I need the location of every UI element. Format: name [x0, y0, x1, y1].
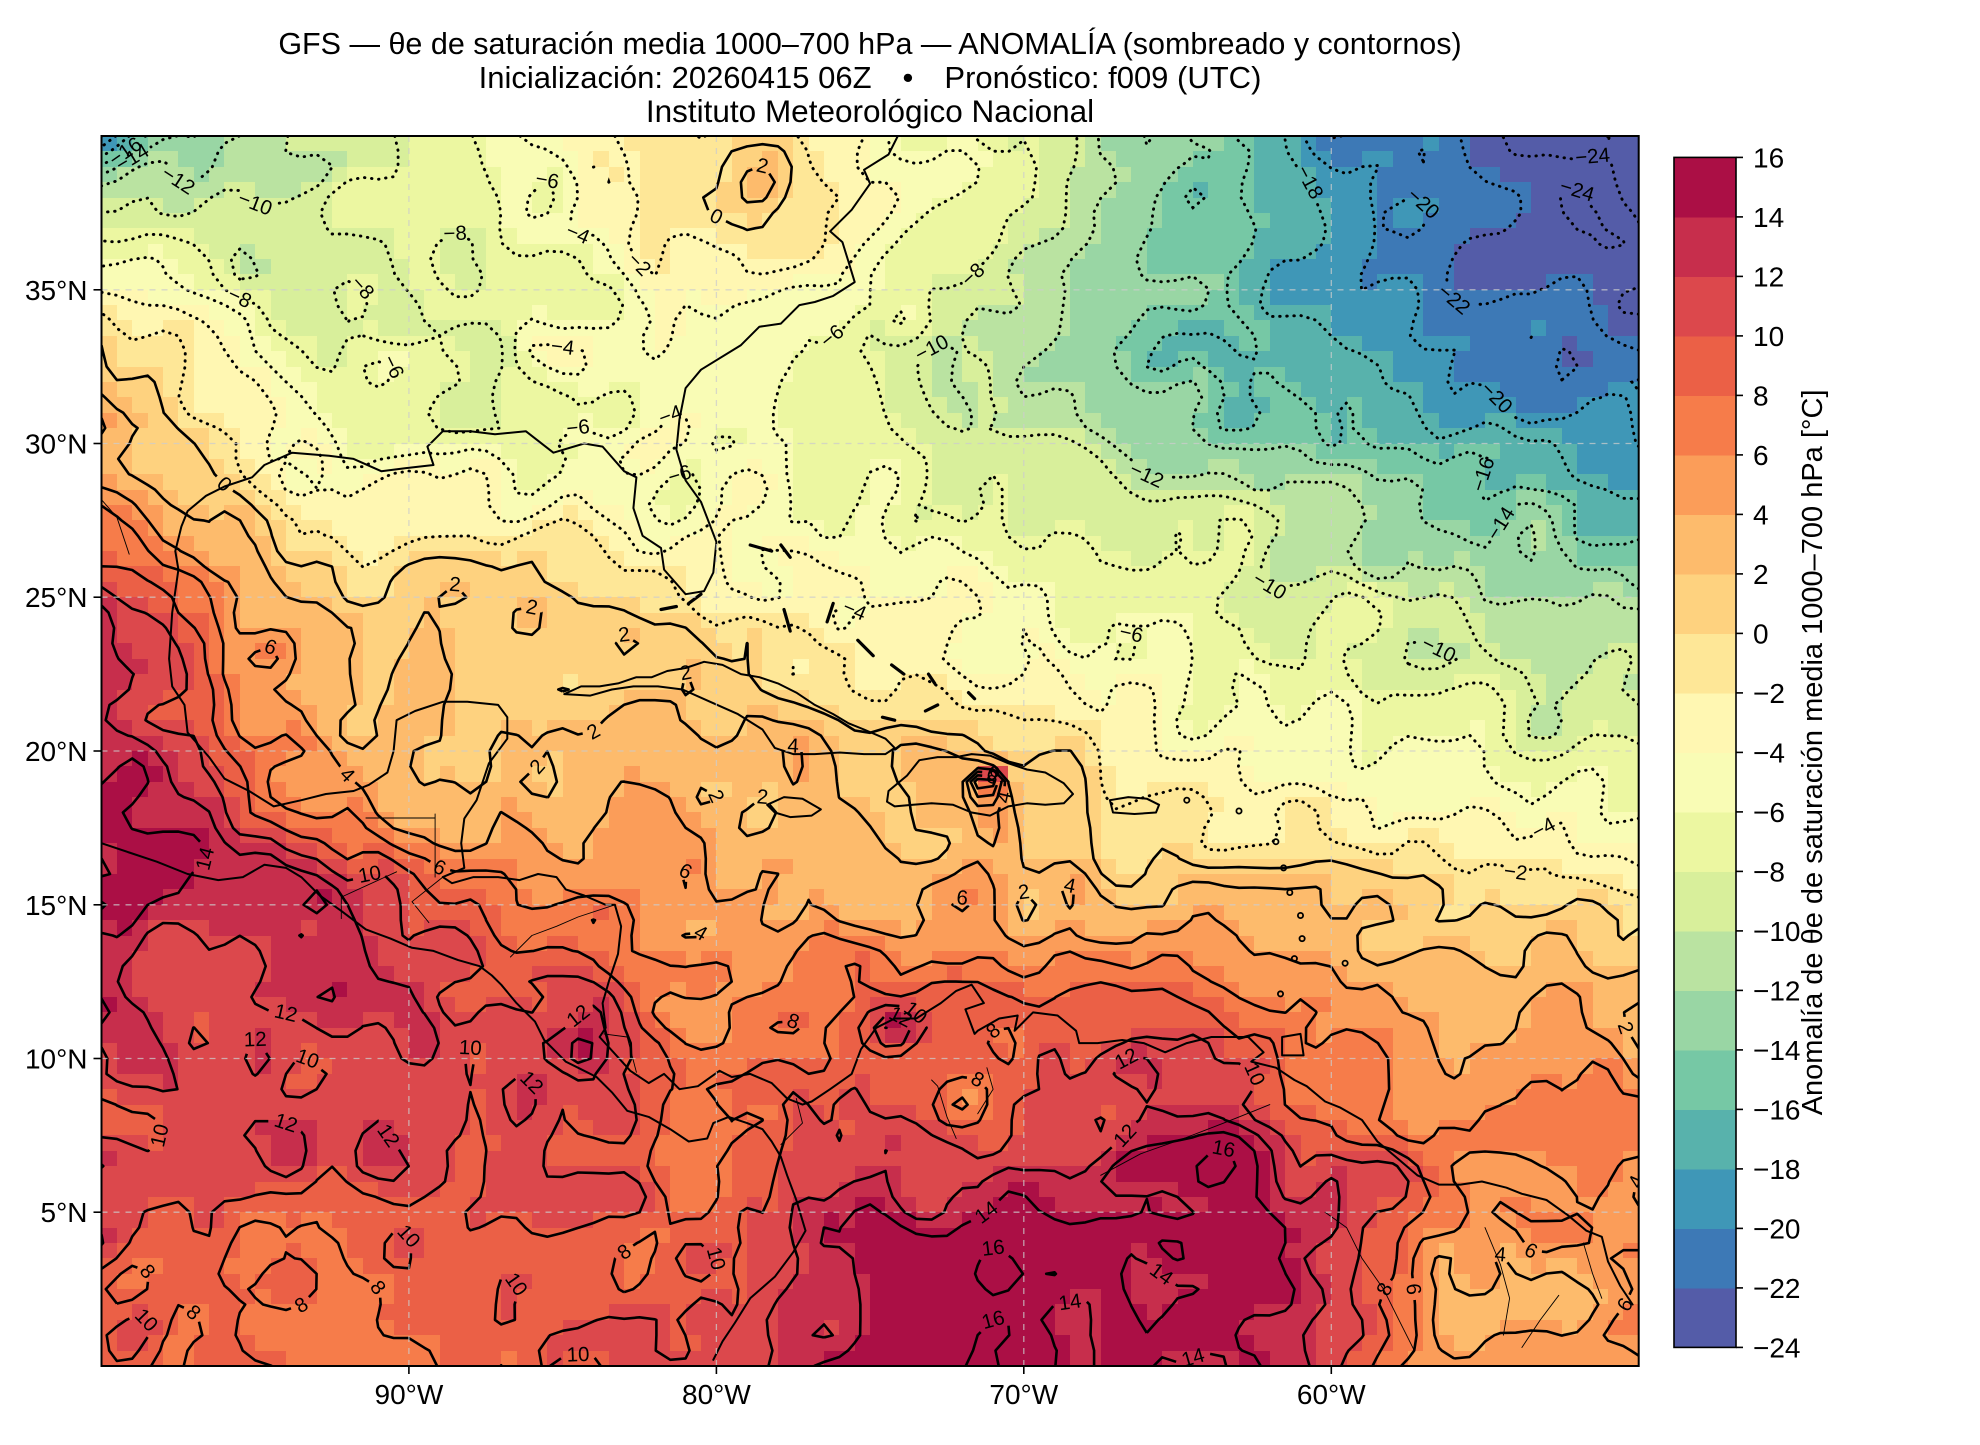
svg-text:10: 10 [356, 861, 383, 888]
svg-text:−8: −8 [1753, 856, 1785, 887]
svg-text:60°W: 60°W [1297, 1379, 1366, 1410]
svg-text:80°W: 80°W [682, 1379, 751, 1410]
svg-text:Inicialización: 20260415 06Z: Inicialización: 20260415 06Z • Pronóstic… [479, 60, 1262, 95]
svg-text:6: 6 [1753, 440, 1769, 471]
svg-text:2: 2 [1017, 880, 1031, 904]
svg-text:14: 14 [1179, 1344, 1207, 1372]
svg-text:−14: −14 [1753, 1035, 1801, 1066]
svg-text:14: 14 [1753, 202, 1784, 233]
svg-text:12: 12 [243, 1028, 267, 1052]
svg-text:4: 4 [1062, 873, 1078, 898]
svg-text:25°N: 25°N [25, 582, 88, 613]
svg-text:−24: −24 [1753, 1332, 1801, 1363]
svg-text:−4: −4 [1753, 737, 1785, 768]
svg-text:−4: −4 [550, 334, 576, 360]
svg-text:−6: −6 [534, 167, 561, 194]
svg-text:−24: −24 [1574, 144, 1611, 170]
svg-text:−16: −16 [1753, 1094, 1801, 1125]
svg-text:0: 0 [1753, 618, 1769, 649]
svg-text:6: 6 [1401, 1282, 1425, 1295]
svg-text:12: 12 [272, 1000, 299, 1028]
svg-text:−18: −18 [1753, 1154, 1801, 1185]
svg-text:16: 16 [1210, 1135, 1237, 1162]
svg-text:16: 16 [1753, 142, 1784, 173]
svg-text:−6: −6 [1753, 797, 1785, 828]
svg-text:−2: −2 [1502, 859, 1528, 885]
svg-text:4: 4 [992, 789, 1017, 805]
svg-text:4: 4 [1494, 1243, 1507, 1267]
svg-text:−12: −12 [1753, 975, 1801, 1006]
svg-text:90°W: 90°W [375, 1379, 444, 1410]
svg-text:4: 4 [1753, 499, 1769, 530]
svg-text:−6: −6 [1117, 620, 1145, 648]
svg-text:30°N: 30°N [25, 429, 88, 460]
svg-text:4: 4 [787, 734, 800, 758]
svg-text:2: 2 [617, 623, 631, 647]
svg-text:10: 10 [1753, 321, 1784, 352]
svg-text:Instituto Meteorológico Nacion: Instituto Meteorológico Nacional [646, 93, 1094, 129]
svg-text:35°N: 35°N [25, 275, 88, 306]
svg-text:2: 2 [756, 785, 769, 809]
svg-text:10: 10 [458, 1036, 482, 1060]
svg-text:2: 2 [678, 661, 694, 686]
svg-text:−2: −2 [1753, 678, 1785, 709]
svg-text:2: 2 [1753, 559, 1769, 590]
svg-text:20°N: 20°N [25, 736, 88, 767]
svg-text:70°W: 70°W [989, 1379, 1058, 1410]
svg-text:16: 16 [980, 1235, 1005, 1261]
svg-text:14: 14 [1057, 1289, 1083, 1315]
svg-text:6: 6 [956, 886, 969, 910]
svg-text:10: 10 [146, 1122, 174, 1149]
svg-text:14: 14 [191, 845, 219, 873]
svg-text:−20: −20 [1753, 1213, 1801, 1244]
svg-text:GFS — θe de saturación media 1: GFS — θe de saturación media 1000–700 hP… [278, 26, 1461, 61]
svg-text:12: 12 [1753, 261, 1784, 292]
svg-text:8: 8 [1753, 380, 1769, 411]
svg-text:−22: −22 [1753, 1273, 1801, 1304]
svg-text:2: 2 [524, 595, 540, 620]
svg-text:5°N: 5°N [41, 1197, 88, 1228]
svg-text:−8: −8 [443, 222, 467, 246]
svg-text:2: 2 [754, 154, 770, 179]
svg-text:Anomalía de θe de saturación m: Anomalía de θe de saturación media 1000–… [1797, 389, 1829, 1115]
svg-text:10: 10 [566, 1343, 590, 1367]
svg-text:15°N: 15°N [25, 890, 88, 921]
svg-text:10°N: 10°N [25, 1044, 88, 1075]
svg-text:−10: −10 [1753, 916, 1801, 947]
svg-text:2: 2 [448, 573, 461, 597]
svg-text:−6: −6 [565, 415, 591, 440]
